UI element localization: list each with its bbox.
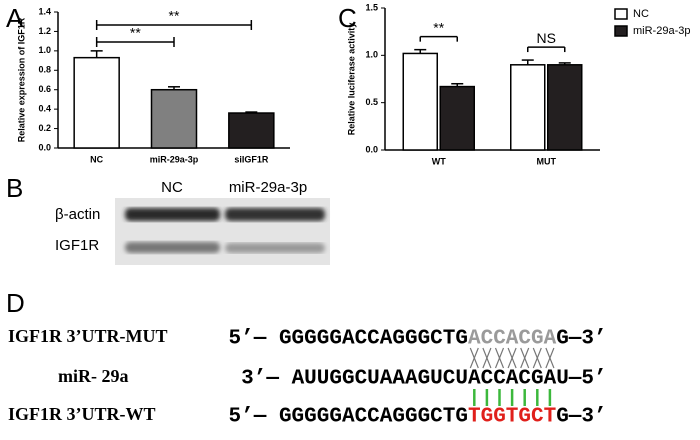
x-tick-label: NC xyxy=(90,154,103,164)
bar xyxy=(228,112,275,149)
mismatch xyxy=(494,347,505,369)
sequence-name: miR- 29a xyxy=(58,366,129,386)
mismatch xyxy=(532,347,542,369)
sig-label: NS xyxy=(537,30,556,46)
bar xyxy=(73,56,120,149)
lane-label: NC xyxy=(161,179,183,196)
binding-site: TGGTGCT xyxy=(468,406,556,429)
mismatch xyxy=(507,347,517,369)
sig-label: ** xyxy=(433,19,444,35)
panel-label: D xyxy=(6,288,25,318)
x-tick-label: miR-29a-3p xyxy=(150,154,199,164)
legend-label: miR-29a-3p xyxy=(633,25,690,37)
legend-label: NC xyxy=(633,8,649,20)
x-tick-label: siIGF1R xyxy=(234,154,269,164)
blot: NC miR-29a-3p β-actin IGF1R xyxy=(55,179,330,265)
y-tick-label: 0.2 xyxy=(38,123,51,133)
y-tick-label: 0.5 xyxy=(365,97,378,107)
blot-band xyxy=(125,208,220,221)
lane-label: miR-29a-3p xyxy=(229,179,307,196)
sequence: 5’— GGGGGACCAGGGCTG xyxy=(229,406,468,429)
mismatch xyxy=(482,347,492,369)
legend-swatch xyxy=(614,8,628,20)
bar xyxy=(150,88,198,149)
sequence: G—3’ xyxy=(556,406,606,429)
legend-swatch xyxy=(614,25,628,37)
mismatch xyxy=(520,347,530,369)
sequence-name: IGF1R 3’UTR-WT xyxy=(8,404,156,424)
blot-band xyxy=(225,208,325,221)
panel-label: B xyxy=(6,173,23,203)
bar xyxy=(402,52,438,151)
mismatch xyxy=(545,347,555,369)
y-tick-label: 0.4 xyxy=(38,104,51,114)
bar xyxy=(510,64,546,151)
sig-label: ** xyxy=(169,8,180,24)
y-axis-label: Relative expression of IGF1R xyxy=(16,17,26,142)
blot-band xyxy=(225,243,325,253)
panel-label: C xyxy=(338,3,357,33)
mismatch xyxy=(469,347,479,369)
y-tick-label: 0.0 xyxy=(365,144,378,154)
x-tick-label: MUT xyxy=(537,156,557,166)
binding-site: ACCACGA xyxy=(468,328,557,351)
sig-label: ** xyxy=(130,25,141,41)
y-tick-label: 1.0 xyxy=(365,50,378,60)
y-tick-label: 0.0 xyxy=(38,142,51,152)
row-label: β-actin xyxy=(55,206,100,223)
binding-site: ACCACGA xyxy=(468,368,557,391)
bar xyxy=(439,85,475,151)
y-axis-label: Relative luciferase activity xyxy=(346,23,356,136)
y-tick-label: 0.6 xyxy=(38,84,51,94)
panel-label: A xyxy=(6,3,24,33)
y-tick-label: 1.5 xyxy=(365,2,378,12)
y-tick-label: 1.4 xyxy=(38,6,51,16)
sequence: 5’— GGGGGACCAGGGCTG xyxy=(229,328,468,351)
y-tick-label: 0.8 xyxy=(38,65,51,75)
sequence: G—3’ xyxy=(556,328,606,351)
x-tick-label: WT xyxy=(432,156,446,166)
y-tick-label: 1.2 xyxy=(38,26,51,36)
y-tick-label: 1.0 xyxy=(38,45,51,55)
row-label: IGF1R xyxy=(55,237,99,254)
sequence: 3’— AUUGGCUAAAGUCU xyxy=(241,368,468,391)
bar xyxy=(547,64,583,151)
sequence: U—5’ xyxy=(556,368,606,391)
sequence-name: IGF1R 3’UTR-MUT xyxy=(8,326,168,346)
blot-band xyxy=(125,242,220,253)
